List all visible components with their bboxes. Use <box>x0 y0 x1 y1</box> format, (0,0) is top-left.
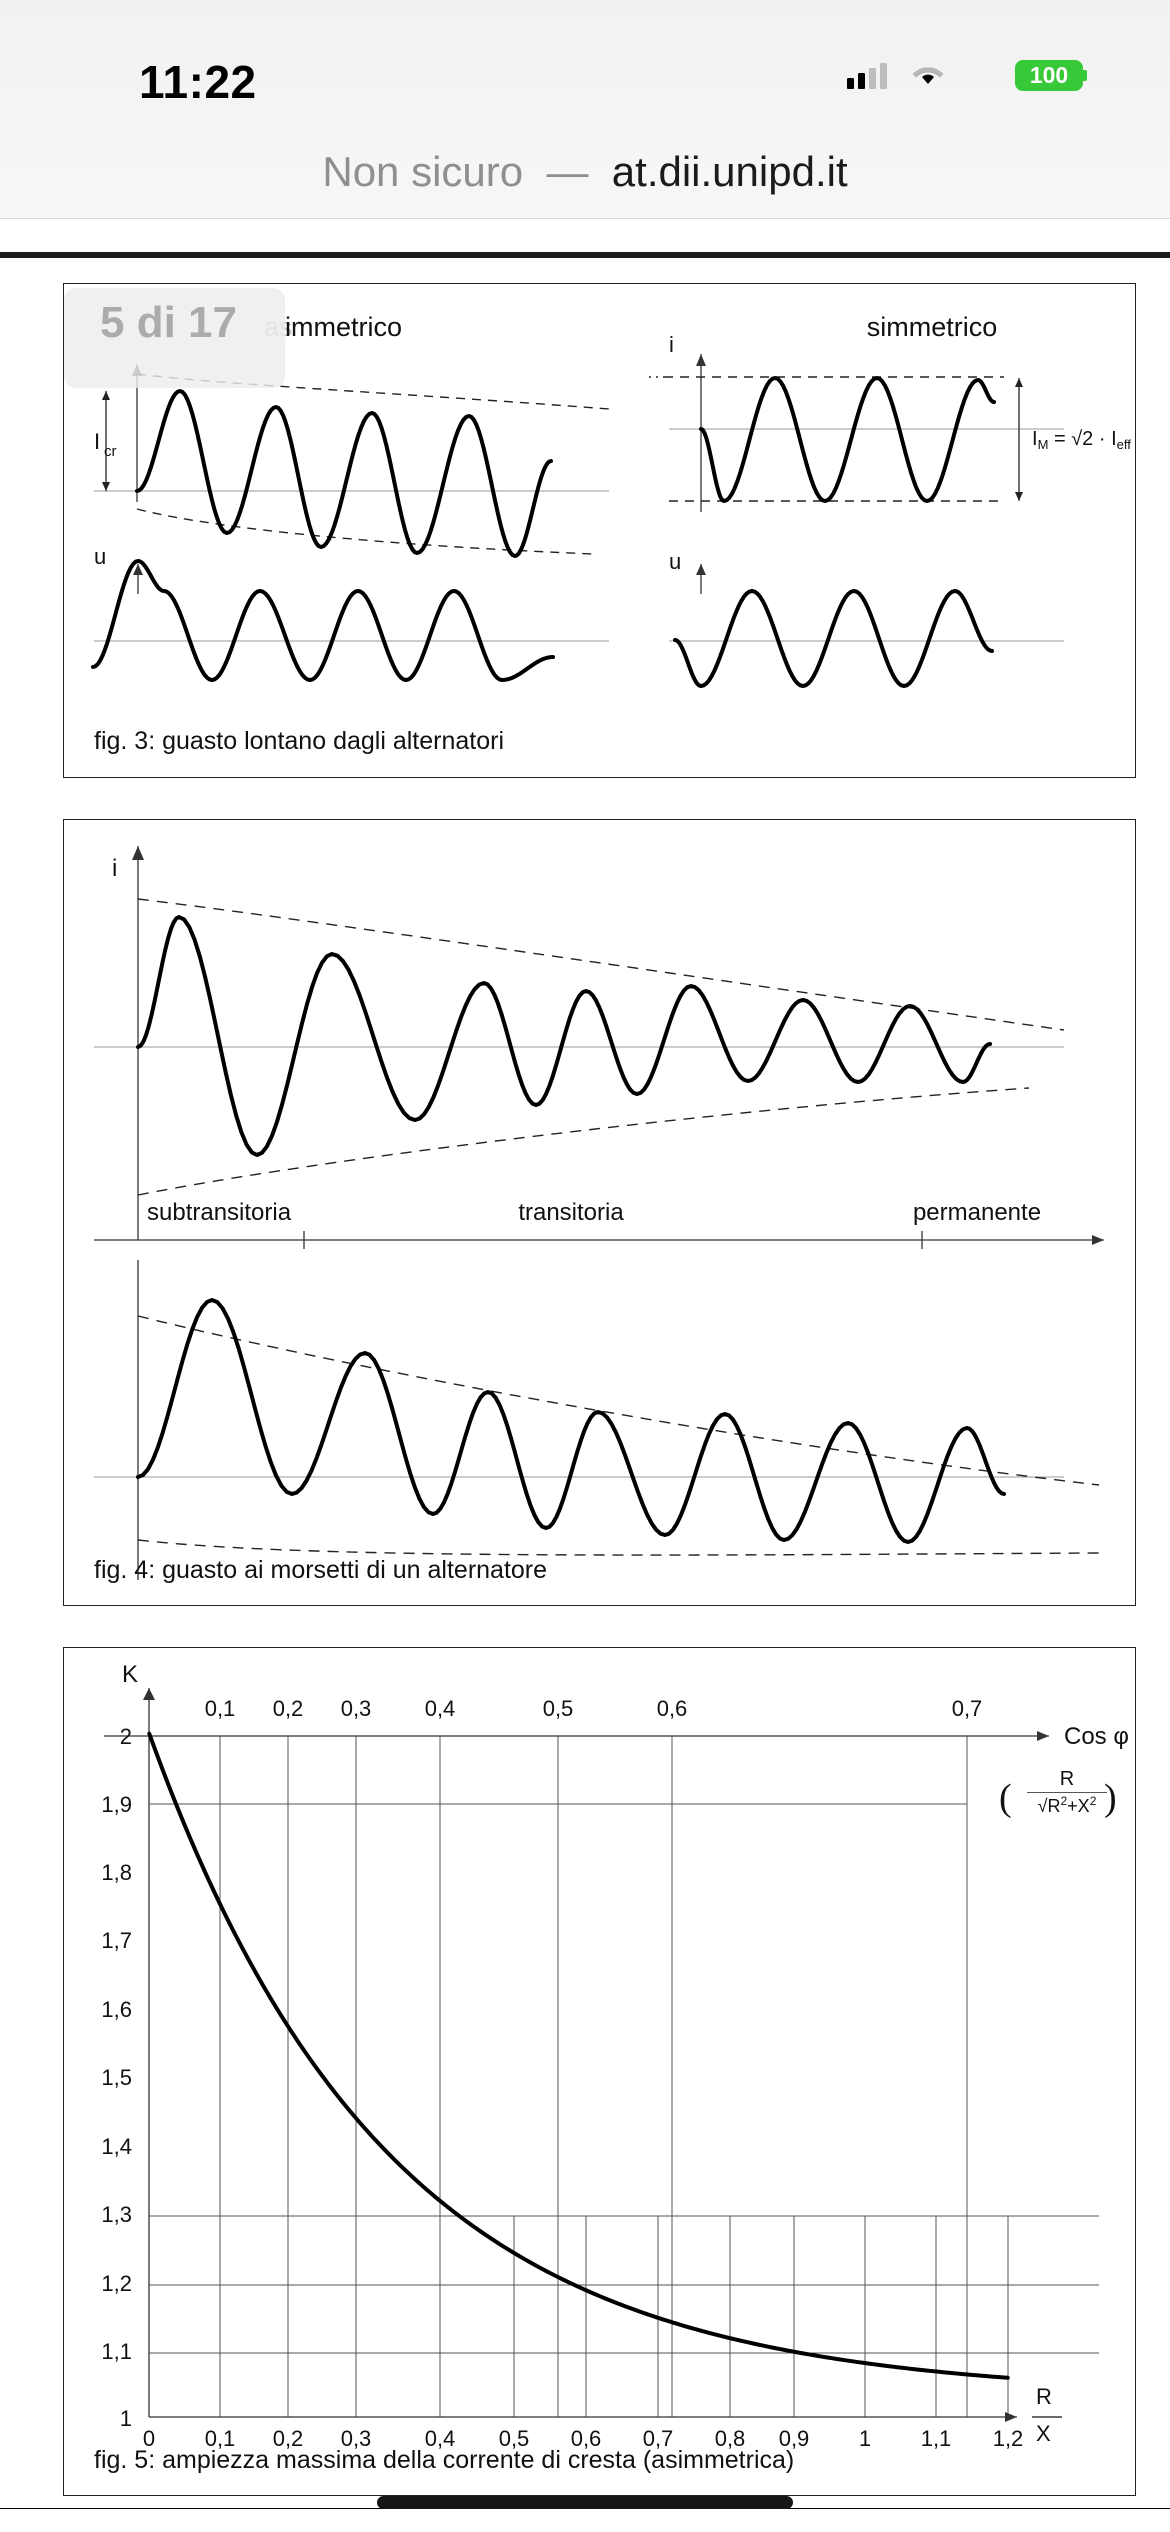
svg-text:I: I <box>94 429 100 454</box>
svg-text:Cos φ: Cos φ <box>1064 1723 1129 1750</box>
svg-text:1,9: 1,9 <box>101 1792 132 1817</box>
svg-text:0,3: 0,3 <box>341 1696 372 1721</box>
svg-text:0,1: 0,1 <box>205 1696 236 1721</box>
svg-text:1: 1 <box>120 2406 132 2431</box>
svg-text:simmetrico: simmetrico <box>867 312 998 342</box>
svg-text:fig. 3: guasto lontano dagli a: fig. 3: guasto lontano dagli alternatori <box>94 727 504 755</box>
svg-text:fig. 5: ampiezza massima della: fig. 5: ampiezza massima della corrente … <box>94 2446 794 2474</box>
svg-text:cr: cr <box>104 443 117 460</box>
svg-text:1,6: 1,6 <box>101 1997 132 2022</box>
svg-text:1: 1 <box>859 2426 871 2451</box>
svg-text:permanente: permanente <box>913 1199 1041 1226</box>
svg-text:fig. 4: guasto ai morsetti di: fig. 4: guasto ai morsetti di un alterna… <box>94 1556 547 1584</box>
svg-text:transitoria: transitoria <box>518 1199 624 1226</box>
svg-text:0,4: 0,4 <box>425 1696 456 1721</box>
svg-text:0,5: 0,5 <box>543 1696 574 1721</box>
svg-text:1,7: 1,7 <box>101 1928 132 1953</box>
svg-text:1,5: 1,5 <box>101 2065 132 2090</box>
svg-text:0,6: 0,6 <box>657 1696 688 1721</box>
svg-text:1,2: 1,2 <box>101 2271 132 2296</box>
svg-text:R: R <box>1036 2384 1052 2409</box>
svg-text:K: K <box>122 1661 138 1688</box>
svg-text:subtransitoria: subtransitoria <box>147 1199 292 1226</box>
svg-text:1,3: 1,3 <box>101 2202 132 2227</box>
svg-text:i: i <box>669 332 674 357</box>
svg-text:1,4: 1,4 <box>101 2134 132 2159</box>
svg-text:1,2: 1,2 <box>993 2426 1024 2451</box>
svg-text:0,2: 0,2 <box>273 1696 304 1721</box>
svg-text:1,8: 1,8 <box>101 1860 132 1885</box>
svg-text:immetrico: immetrico <box>285 312 402 342</box>
svg-text:i: i <box>112 855 117 882</box>
svg-text:u: u <box>669 549 681 574</box>
svg-text:1,1: 1,1 <box>921 2426 952 2451</box>
svg-text:IM = √2 · Ieff: IM = √2 · Ieff <box>1032 428 1131 452</box>
svg-text:2: 2 <box>120 1724 132 1749</box>
svg-text:1,1: 1,1 <box>101 2339 132 2364</box>
svg-text:0,7: 0,7 <box>952 1696 983 1721</box>
svg-text:X: X <box>1036 2421 1051 2446</box>
svg-text:u: u <box>94 544 106 569</box>
